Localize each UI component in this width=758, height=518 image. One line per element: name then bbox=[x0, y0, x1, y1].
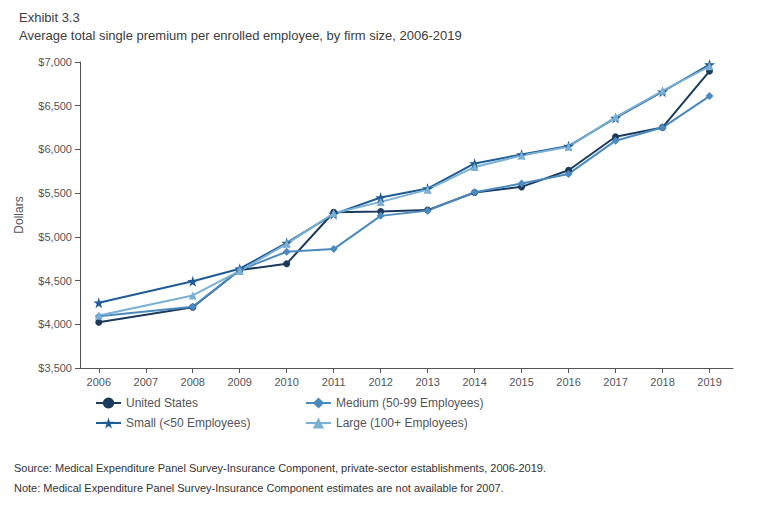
svg-text:2012: 2012 bbox=[368, 376, 392, 388]
svg-text:2014: 2014 bbox=[462, 376, 486, 388]
svg-text:2010: 2010 bbox=[274, 376, 298, 388]
svg-text:2015: 2015 bbox=[509, 376, 533, 388]
svg-text:$4,000: $4,000 bbox=[38, 318, 72, 330]
svg-text:2009: 2009 bbox=[227, 376, 251, 388]
svg-text:Small (<50 Employees): Small (<50 Employees) bbox=[126, 416, 250, 430]
svg-text:2013: 2013 bbox=[415, 376, 439, 388]
svg-text:Note: Medical Expenditure Pane: Note: Medical Expenditure Panel Survey-I… bbox=[14, 482, 504, 494]
svg-text:2018: 2018 bbox=[650, 376, 674, 388]
svg-text:2019: 2019 bbox=[697, 376, 721, 388]
svg-text:2007: 2007 bbox=[134, 376, 158, 388]
svg-text:$7,000: $7,000 bbox=[38, 56, 72, 68]
svg-text:Dollars: Dollars bbox=[12, 196, 26, 233]
svg-text:2017: 2017 bbox=[603, 376, 627, 388]
svg-text:United States: United States bbox=[126, 396, 198, 410]
svg-text:$4,500: $4,500 bbox=[38, 275, 72, 287]
svg-text:Source: Medical Expenditure Pa: Source: Medical Expenditure Panel Survey… bbox=[14, 462, 546, 474]
svg-text:2008: 2008 bbox=[181, 376, 205, 388]
svg-text:$5,000: $5,000 bbox=[38, 231, 72, 243]
svg-text:2016: 2016 bbox=[556, 376, 580, 388]
svg-text:2006: 2006 bbox=[87, 376, 111, 388]
svg-text:Medium (50-99 Employees): Medium (50-99 Employees) bbox=[336, 396, 483, 410]
svg-text:$6,500: $6,500 bbox=[38, 100, 72, 112]
svg-text:$3,500: $3,500 bbox=[38, 362, 72, 374]
svg-text:$6,000: $6,000 bbox=[38, 143, 72, 155]
svg-text:2011: 2011 bbox=[322, 376, 346, 388]
svg-text:Large (100+ Employees): Large (100+ Employees) bbox=[336, 416, 468, 430]
svg-text:Exhibit 3.3: Exhibit 3.3 bbox=[19, 10, 80, 25]
svg-text:Average total single premium p: Average total single premium per enrolle… bbox=[19, 28, 462, 43]
svg-text:$5,500: $5,500 bbox=[38, 187, 72, 199]
